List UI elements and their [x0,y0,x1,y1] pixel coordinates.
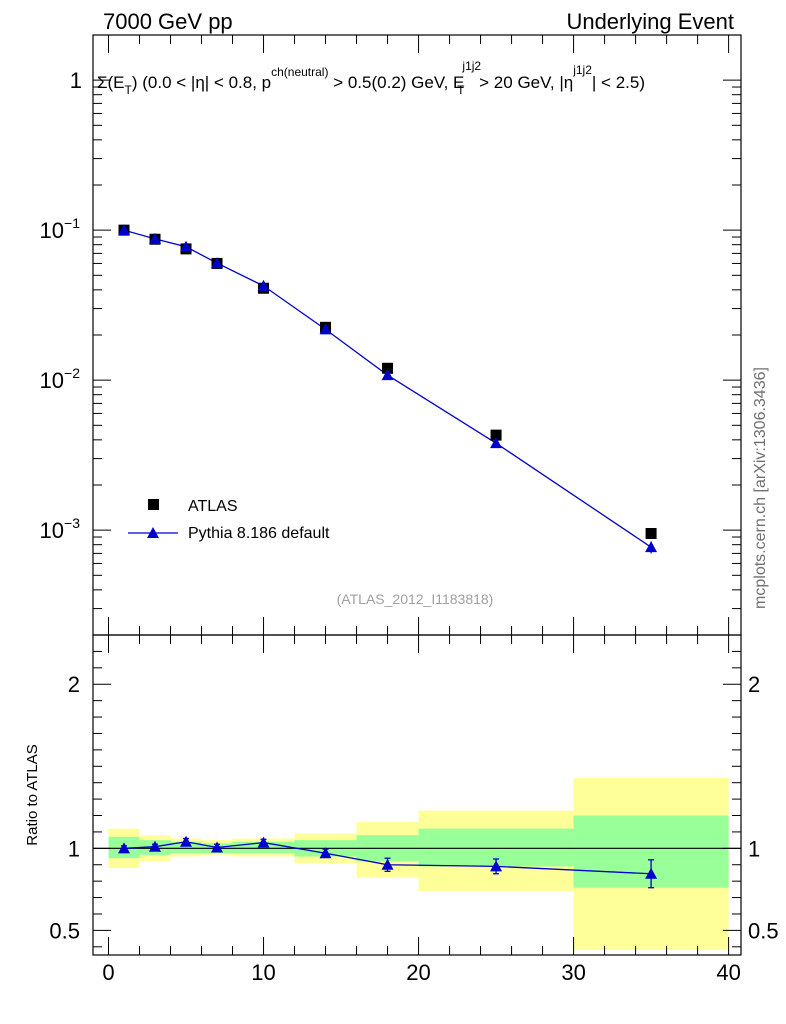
legend-pythia-marker [147,527,159,538]
ratio-data-marks [118,835,658,889]
ratio-x-tick-label: 30 [561,960,585,985]
annotation-sup-j1j2-b: j1j2 [572,63,592,77]
main-data-marks [118,224,658,554]
main-y-tick-base: 10 [40,518,64,543]
pythia-point [118,224,131,236]
ratio-x-tick-label: 0 [102,960,114,985]
ratio-y-tick-label-left: 1 [68,836,80,861]
main-y-tick-label: 10−1 [40,215,81,243]
legend: ATLAS Pythia 8.186 default [128,498,330,542]
ratio-y-tick-label-left: 0.5 [49,918,80,943]
ratio-y-tick-label-left: 2 [68,672,80,697]
ratio-y-tick-label-right: 2 [748,672,760,697]
ratio-y-tick-label-right: 0.5 [748,918,779,943]
pythia-point [319,323,332,335]
cut-annotation: Σ(ET) (0.0 < |η| < 0.8, pch(neutral) > 0… [97,59,645,97]
legend-atlas-marker [148,499,159,510]
main-y-tick-exp: −2 [64,365,80,381]
pythia-point [381,369,394,381]
header-left: 7000 GeV pp [103,9,233,34]
legend-atlas-label: ATLAS [188,498,238,515]
header-right: Underlying Event [566,9,734,34]
main-y-tick-label: 10−3 [40,515,81,543]
ratio-point [180,835,193,847]
pythia-point [211,257,224,269]
ratio-y-tick-label-right: 1 [748,836,760,861]
annotation-part4: | < 2.5) [592,73,645,92]
atlas-point [382,362,394,374]
ratio-point [645,867,658,879]
main-y-tick-exp: −3 [64,515,80,531]
main-y-tick-base: 10 [40,218,64,243]
main-axis-ticks: 110−110−210−3 [40,34,741,636]
pythia-point [149,232,162,244]
main-panel-frame [92,34,742,636]
ratio-x-tick-label: 10 [251,960,275,985]
ratio-x-tick-label: 20 [406,960,430,985]
main-y-tick-label: 1 [70,68,82,93]
atlas-point [490,429,502,441]
pythia-point [180,240,193,252]
ratio-point [381,858,394,870]
ratio-point [257,836,270,848]
annotation-sup-ch: ch(neutral) [271,65,328,79]
pythia-point [645,541,658,553]
ratio-ylabel: Ratio to ATLAS [24,744,41,845]
main-y-tick-label: 10−2 [40,365,81,393]
annotation-part3: > 20 GeV, |η [474,73,573,92]
ratio-x-tick-label: 40 [716,960,740,985]
pythia-point [490,437,503,449]
atlas-point [645,527,657,539]
annotation-part1: ) (0.0 < |η| < 0.8, p [132,73,271,92]
ratio-point [319,847,332,859]
ratio-point [118,842,131,854]
annotation-part2: > 0.5(0.2) GeV, E [328,73,464,92]
ratio-point [149,840,162,852]
green-band [170,841,202,854]
pythia-point [257,279,270,291]
side-label: mcplots.cern.ch [arXiv:1306.3436] [752,367,769,609]
ratio-uncertainty-bands [108,777,729,951]
annotation-base: Σ(E [97,73,125,92]
main-y-tick-base: 10 [40,368,64,393]
analysis-watermark: (ATLAS_2012_I1183818) [337,591,494,607]
annotation-sup-j1j2-a: j1j2 [461,59,481,73]
annotation-sub-t2: T [457,83,465,97]
ratio-panel-frame [92,634,742,956]
main-y-tick-base: 1 [70,68,82,93]
main-y-tick-exp: −1 [64,215,80,231]
annotation-sub-t: T [125,83,133,97]
ratio-point [490,860,503,872]
ratio-point [211,841,224,853]
legend-pythia-label: Pythia 8.186 default [188,525,330,542]
